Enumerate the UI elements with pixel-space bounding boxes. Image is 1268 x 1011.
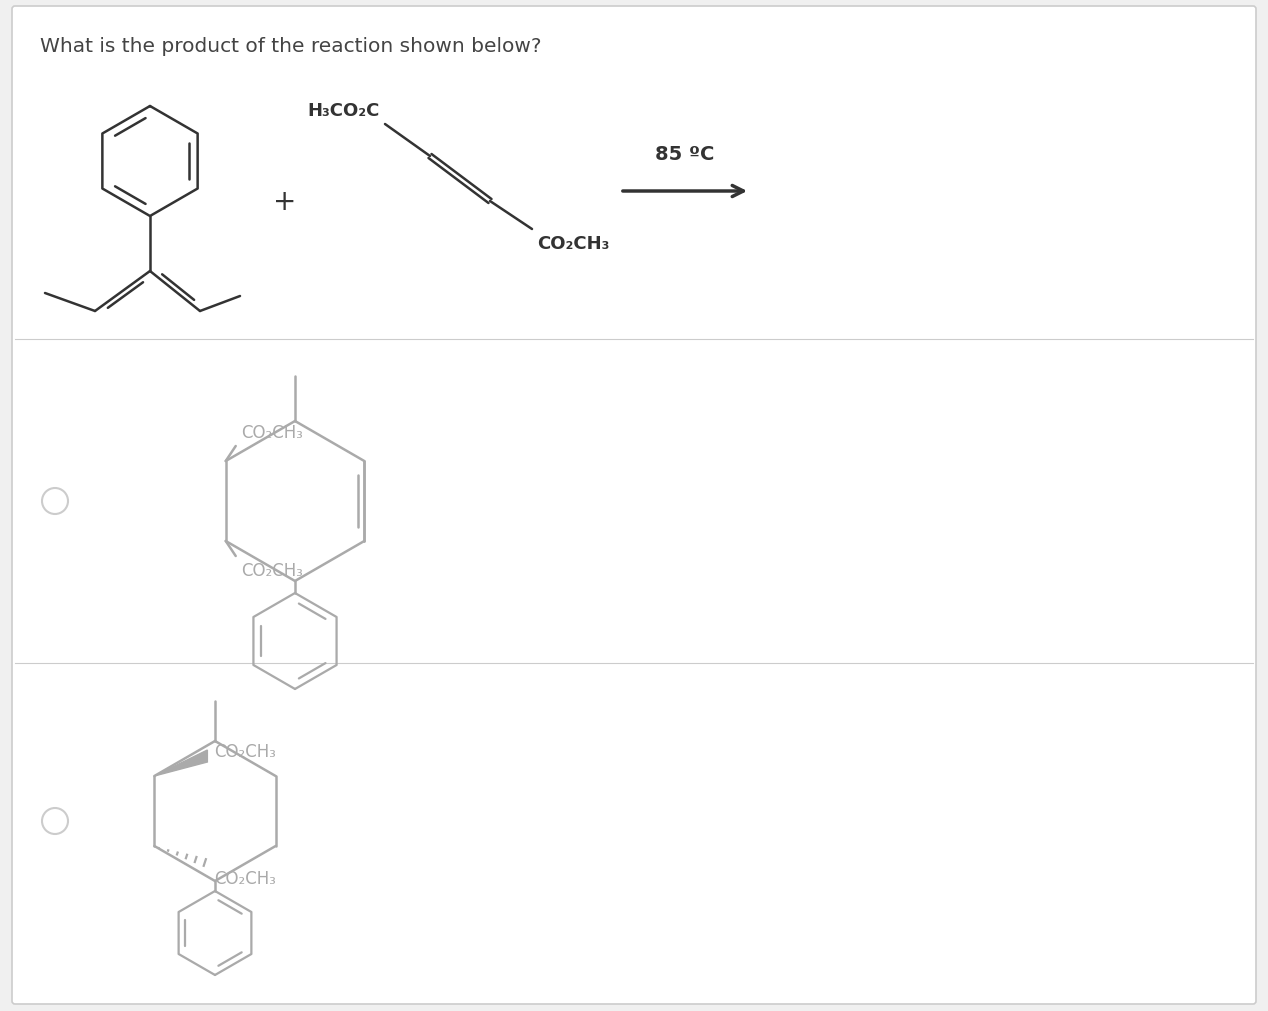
FancyBboxPatch shape: [11, 7, 1257, 1004]
Text: H₃CO₂C: H₃CO₂C: [308, 102, 380, 120]
Text: 85 ºC: 85 ºC: [656, 145, 715, 164]
Text: What is the product of the reaction shown below?: What is the product of the reaction show…: [41, 37, 541, 56]
Text: CO₂CH₃: CO₂CH₃: [241, 424, 303, 442]
Text: +: +: [274, 188, 297, 215]
Text: CO₂CH₃: CO₂CH₃: [538, 235, 610, 253]
Text: CO₂CH₃: CO₂CH₃: [214, 869, 276, 887]
Text: CO₂CH₃: CO₂CH₃: [241, 561, 303, 579]
Polygon shape: [155, 750, 208, 776]
Text: CO₂CH₃: CO₂CH₃: [214, 742, 276, 760]
